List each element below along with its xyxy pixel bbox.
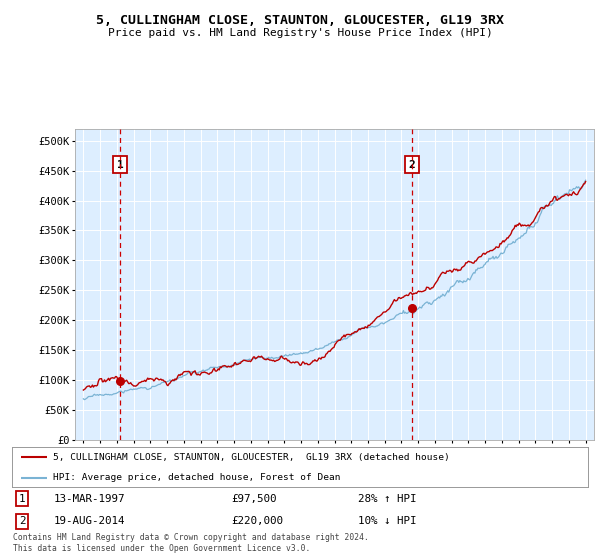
Text: 5, CULLINGHAM CLOSE, STAUNTON, GLOUCESTER,  GL19 3RX (detached house): 5, CULLINGHAM CLOSE, STAUNTON, GLOUCESTE…: [53, 453, 450, 462]
Text: 19-AUG-2014: 19-AUG-2014: [53, 516, 125, 526]
Text: HPI: Average price, detached house, Forest of Dean: HPI: Average price, detached house, Fore…: [53, 473, 341, 482]
Text: 2: 2: [409, 160, 416, 170]
Text: 28% ↑ HPI: 28% ↑ HPI: [358, 493, 416, 503]
Text: Contains HM Land Registry data © Crown copyright and database right 2024.
This d: Contains HM Land Registry data © Crown c…: [13, 533, 369, 553]
Text: 13-MAR-1997: 13-MAR-1997: [53, 493, 125, 503]
Text: £97,500: £97,500: [231, 493, 277, 503]
Text: 1: 1: [117, 160, 124, 170]
Text: 10% ↓ HPI: 10% ↓ HPI: [358, 516, 416, 526]
Text: Price paid vs. HM Land Registry's House Price Index (HPI): Price paid vs. HM Land Registry's House …: [107, 28, 493, 38]
Text: £220,000: £220,000: [231, 516, 283, 526]
Text: 5, CULLINGHAM CLOSE, STAUNTON, GLOUCESTER, GL19 3RX: 5, CULLINGHAM CLOSE, STAUNTON, GLOUCESTE…: [96, 14, 504, 27]
Text: 2: 2: [19, 516, 25, 526]
Text: 1: 1: [19, 493, 25, 503]
